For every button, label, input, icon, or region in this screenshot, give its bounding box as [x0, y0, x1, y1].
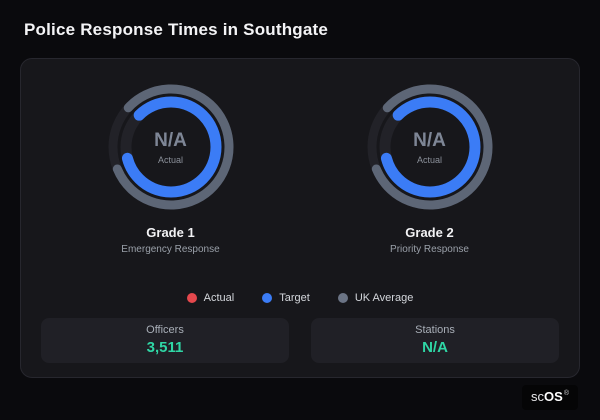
- logo-text-os: OS: [544, 389, 563, 404]
- gauge-title: Grade 2: [405, 225, 454, 240]
- target-dot-icon: [262, 293, 273, 303]
- gauge-chart-grade-1: N/A Actual: [101, 77, 241, 217]
- gauges-row: N/A Actual Grade 1 Emergency Response N/…: [41, 77, 559, 282]
- logo-text-sc: sc: [531, 389, 545, 404]
- actual-dot-icon: [186, 293, 197, 303]
- target-arc: [120, 96, 221, 198]
- legend-label: Target: [279, 292, 310, 304]
- stat-value: N/A: [422, 339, 448, 356]
- page-title: Police Response Times in Southgate: [24, 20, 329, 39]
- stat-box-stations: Stations N/A: [311, 318, 559, 363]
- uk-average-arc: [108, 84, 233, 210]
- legend-item-target: Target: [262, 292, 310, 304]
- response-times-card: N/A Actual Grade 1 Emergency Response N/…: [20, 58, 580, 378]
- uk-average-dot-icon: [337, 293, 348, 303]
- gauge-title: Grade 1: [146, 225, 195, 240]
- gauge-svg: [108, 84, 233, 210]
- stat-label: Officers: [146, 324, 184, 336]
- gauge-grade-1: N/A Actual Grade 1 Emergency Response: [41, 77, 300, 282]
- stats-row: Officers 3,511 Stations N/A: [41, 318, 559, 363]
- legend-item-actual: Actual: [186, 292, 235, 304]
- registered-trademark-icon: ®: [563, 389, 569, 397]
- chart-legend: Actual Target UK Average: [41, 292, 559, 304]
- stat-box-officers: Officers 3,511: [41, 318, 289, 363]
- stat-value: 3,511: [146, 339, 184, 356]
- uk-average-arc: [367, 84, 492, 210]
- target-arc: [379, 96, 480, 198]
- gauge-svg: [367, 84, 492, 210]
- legend-label: UK Average: [354, 292, 414, 304]
- gauge-grade-2: N/A Actual Grade 2 Priority Response: [300, 77, 559, 282]
- stat-label: Stations: [415, 324, 455, 336]
- gauge-chart-grade-2: N/A Actual: [360, 77, 500, 217]
- gauge-subtitle: Emergency Response: [121, 244, 220, 255]
- gauge-subtitle: Priority Response: [390, 244, 469, 255]
- legend-label: Actual: [203, 292, 235, 304]
- scos-logo: scOS®: [522, 385, 578, 410]
- legend-item-uk-average: UK Average: [337, 292, 414, 304]
